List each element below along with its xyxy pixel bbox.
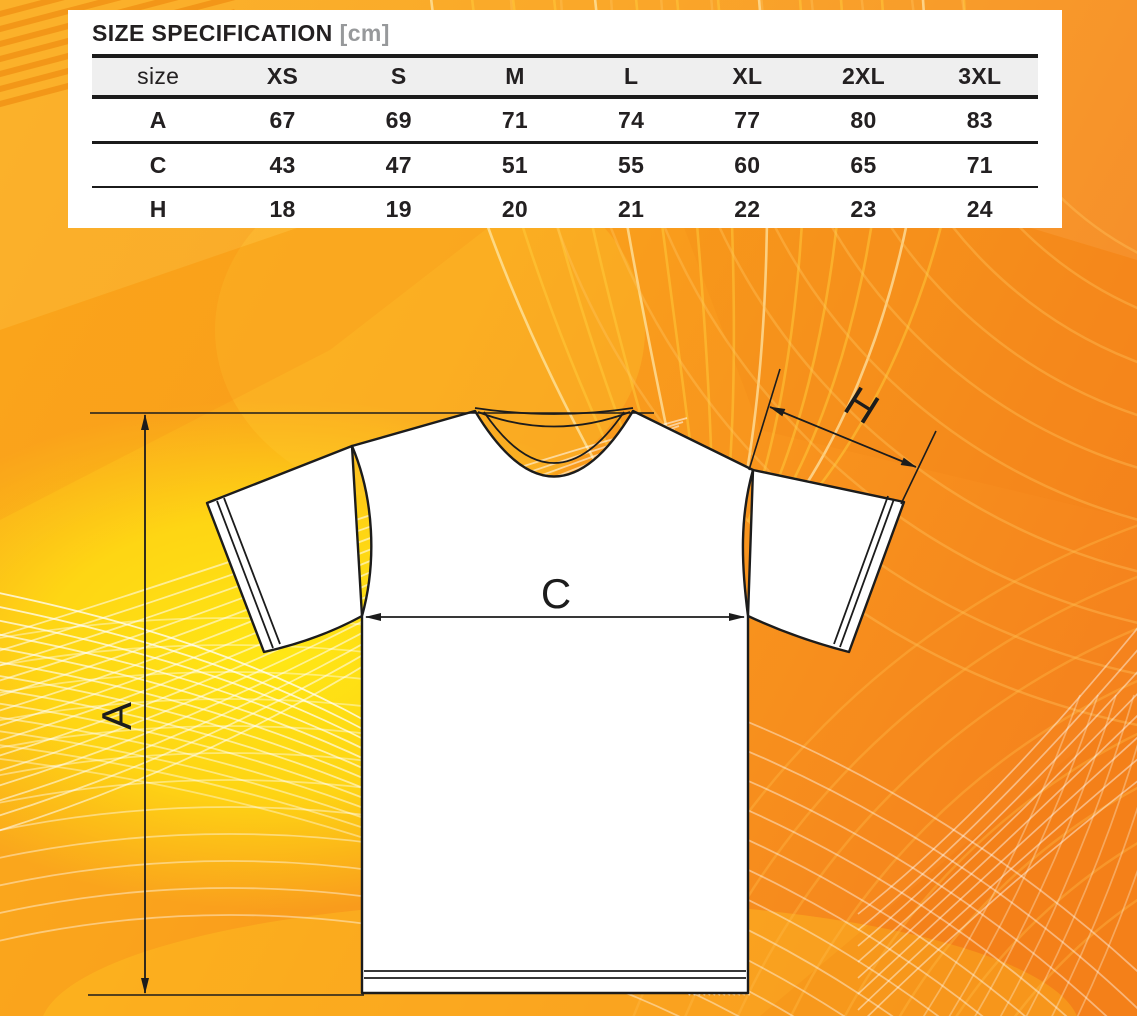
cell-value: 55 <box>573 142 690 188</box>
cell-value: 71 <box>921 142 1038 188</box>
tshirt-collar-inner-arc <box>483 411 625 464</box>
cell-value: 19 <box>385 195 412 222</box>
measurement-label-length: A <box>93 702 140 730</box>
header-cell-l: L <box>573 54 690 99</box>
right-cuff-stitch <box>833 495 895 648</box>
sleeve-dimension-arrow <box>769 406 917 468</box>
table-header-row: size XS S M L XL 2XL 3XL <box>92 54 1038 99</box>
cell-value: 69 <box>340 97 457 144</box>
tshirt-right-sleeve <box>746 468 906 654</box>
cell-value: 77 <box>689 97 806 144</box>
cell-value: 21 <box>618 195 645 222</box>
cell-value: 80 <box>805 97 922 144</box>
cell-value: 51 <box>456 142 574 188</box>
row-label: A <box>92 97 225 144</box>
tshirt-collar-back-line <box>477 411 631 428</box>
cell-value: 20 <box>501 195 529 222</box>
size-spec-table: size XS S M L XL 2XL 3XL A 67 69 71 74 7… <box>92 54 1038 230</box>
cell-value: 18 <box>269 195 296 222</box>
panel-title: SIZE SPECIFICATION [cm] <box>92 20 1038 47</box>
header-cell-s: S <box>340 54 457 99</box>
left-cuff-stitch <box>216 497 281 649</box>
table-row-a: A 67 69 71 74 77 80 83 <box>92 97 1038 144</box>
header-cell-size: size <box>92 54 225 99</box>
table-row-c: C 43 47 51 55 60 65 71 <box>92 142 1038 188</box>
cell-value: 83 <box>921 97 1038 144</box>
tshirt-collar-top-line <box>474 407 634 415</box>
cell-value: 60 <box>689 142 806 188</box>
table-row-h: H 18 19 20 21 22 23 24 <box>92 187 1038 230</box>
header-cell-m: M <box>456 54 574 99</box>
cell-value: 43 <box>224 142 341 188</box>
yellow-glow-small <box>215 155 645 505</box>
hem-stitch <box>364 970 746 979</box>
size-spec-panel: SIZE SPECIFICATION [cm] size XS S M L XL … <box>68 10 1062 228</box>
header-cell-2xl: 2XL <box>805 54 922 99</box>
header-cell-xl: XL <box>689 54 806 99</box>
cell-value: 47 <box>340 142 457 188</box>
cell-value: 24 <box>966 195 993 222</box>
tshirt-drawing <box>205 407 906 995</box>
row-label: C <box>92 142 225 188</box>
panel-title-unit: [cm] <box>339 20 390 46</box>
tshirt-body <box>350 409 755 995</box>
sleeve-extension-line-left <box>748 368 781 471</box>
cell-value: 23 <box>850 195 877 222</box>
header-cell-3xl: 3XL <box>921 54 1038 99</box>
cell-value: 74 <box>573 97 690 144</box>
header-cell-xs: XS <box>224 54 341 99</box>
cell-value: 71 <box>456 97 574 144</box>
cell-value: 65 <box>805 142 922 188</box>
cell-value: 67 <box>224 97 341 144</box>
measurement-label-chest: C <box>541 570 571 617</box>
row-label: H <box>149 195 167 222</box>
cell-value: 22 <box>734 195 761 222</box>
tshirt-left-sleeve <box>205 444 364 654</box>
sleeve-extension-line-right <box>900 430 937 505</box>
panel-title-text: SIZE SPECIFICATION <box>92 20 333 46</box>
